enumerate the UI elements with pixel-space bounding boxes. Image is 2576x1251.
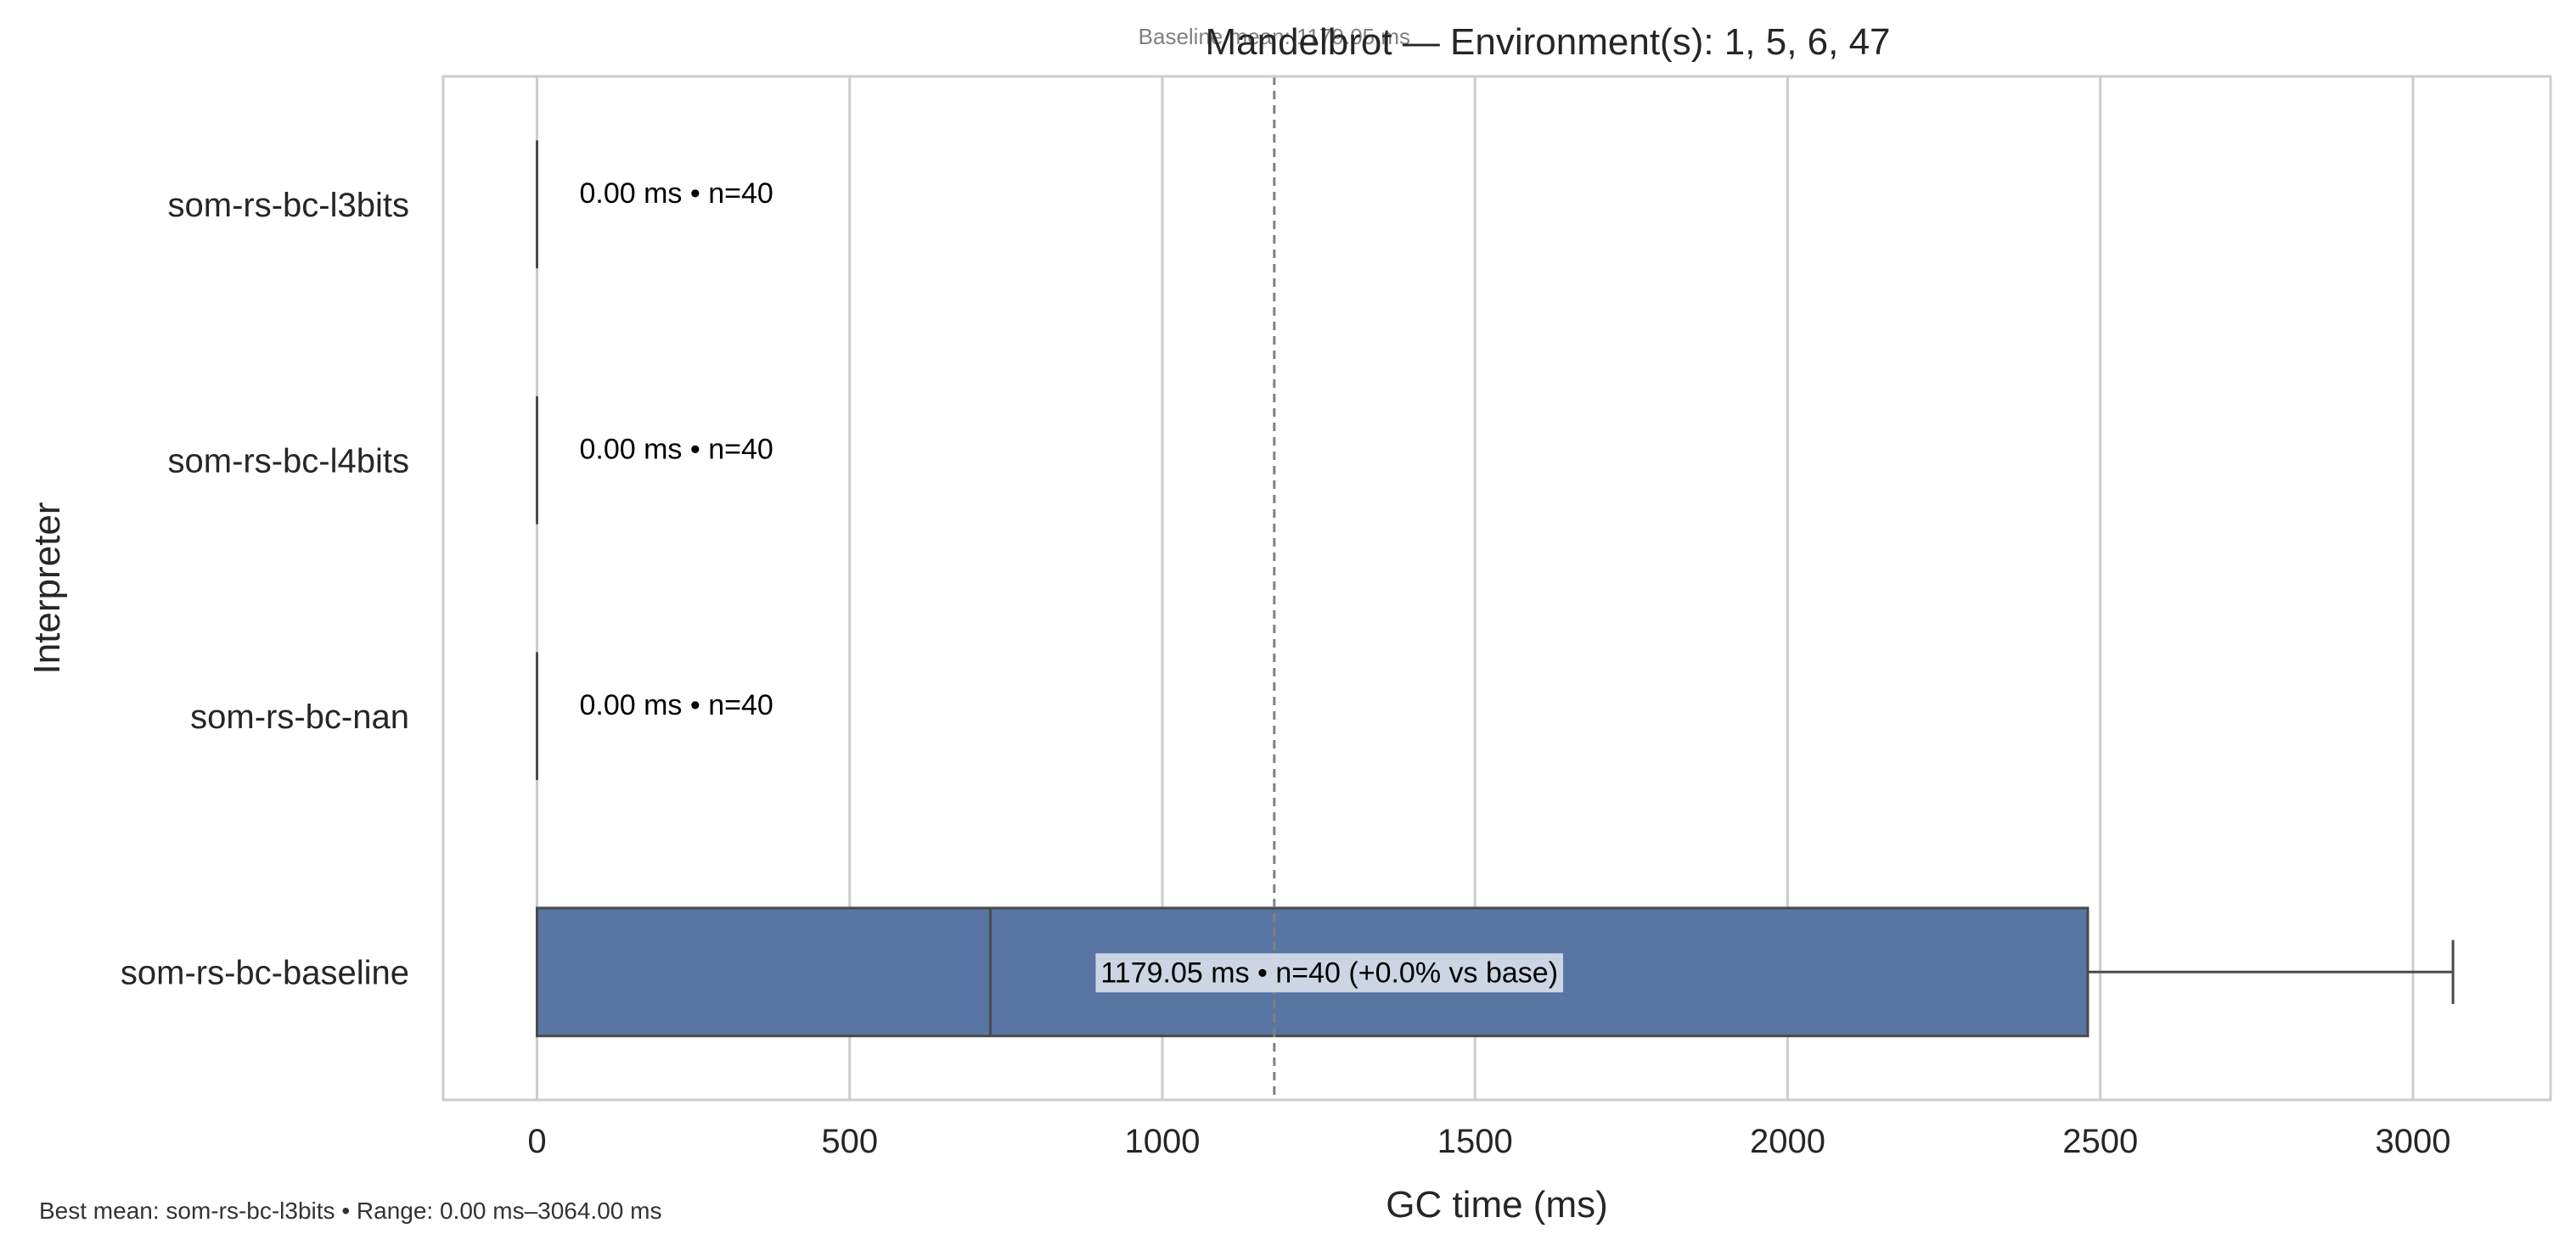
y-tick-label: som-rs-bc-l3bits bbox=[168, 187, 409, 224]
y-tick-label: som-rs-bc-l4bits bbox=[168, 442, 409, 480]
x-tick-label: 3000 bbox=[2375, 1123, 2450, 1160]
box-marks bbox=[535, 76, 2455, 1100]
y-tick-label: som-rs-bc-baseline bbox=[121, 954, 409, 991]
labels: 0 500 1000 1500 2000 2500 3000 som-rs-bc-l3bits… bbox=[121, 177, 2451, 1160]
chart-subtitle: Baseline mean: 1179.05 ms bbox=[1139, 24, 1410, 49]
box-label: 0.00 ms • n=40 bbox=[579, 689, 773, 721]
footer-note: Best mean: som-rs-bc-l3bits • Range: 0.0… bbox=[39, 1198, 661, 1224]
box-label: 1179.05 ms • n=40 (+0.0% vs base) bbox=[1100, 956, 1558, 989]
y-axis-label: Interpreter bbox=[26, 502, 68, 675]
plot-frame bbox=[442, 75, 2552, 1102]
x-tick-label: 500 bbox=[821, 1123, 878, 1160]
x-tick-label: 2500 bbox=[2062, 1123, 2138, 1160]
chart-title: Mandelbrot — Environment(s): 1, 5, 6, 47 bbox=[1205, 21, 1890, 63]
x-tick-label: 0 bbox=[527, 1123, 546, 1160]
box-label: 0.00 ms • n=40 bbox=[579, 433, 773, 465]
y-tick-label: som-rs-bc-nan bbox=[190, 698, 409, 736]
box-label: 0.00 ms • n=40 bbox=[579, 177, 773, 210]
box-label-background bbox=[1095, 953, 1564, 993]
x-tick-label: 2000 bbox=[1750, 1123, 1825, 1160]
x-tick-label: 1500 bbox=[1437, 1123, 1513, 1160]
x-tick-label: 1000 bbox=[1124, 1123, 1200, 1160]
x-axis-label: GC time (ms) bbox=[1386, 1184, 1608, 1226]
grid-lines bbox=[535, 76, 2415, 1100]
